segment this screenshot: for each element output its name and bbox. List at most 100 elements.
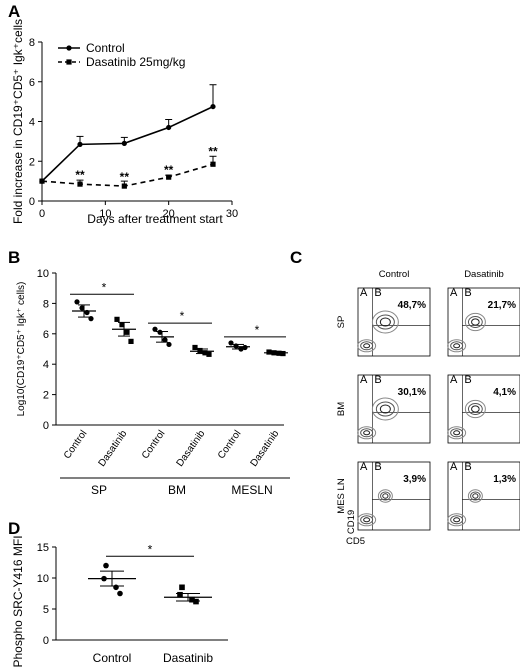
contour-ring bbox=[371, 310, 399, 334]
data-point bbox=[166, 124, 172, 131]
gate-label-a: A bbox=[450, 374, 458, 386]
data-point bbox=[193, 598, 199, 605]
contour-ring bbox=[467, 403, 483, 415]
gate-label-a: A bbox=[450, 461, 458, 473]
population-contour bbox=[447, 513, 467, 527]
population-contour bbox=[377, 489, 393, 503]
flow-percentage: 1,3% bbox=[493, 474, 516, 485]
panel-label-a: A bbox=[8, 2, 20, 21]
data-point bbox=[192, 344, 198, 351]
gate-label-a: A bbox=[360, 287, 368, 299]
population-contour bbox=[447, 426, 467, 440]
x-axis-title: Days after treatment start bbox=[87, 212, 223, 226]
contour-ring bbox=[453, 517, 461, 523]
gate-label-a: A bbox=[360, 461, 368, 473]
contour-ring bbox=[357, 339, 377, 353]
population-contour bbox=[447, 339, 467, 353]
flow-plot-frame bbox=[447, 287, 520, 357]
y-tick-label: 10 bbox=[37, 573, 49, 585]
data-point bbox=[266, 349, 272, 355]
y-tick-label: 6 bbox=[29, 77, 35, 89]
flow-plot: A B 30,1% bbox=[357, 374, 431, 444]
x-tick-label: 30 bbox=[226, 208, 238, 220]
contour-ring bbox=[382, 493, 389, 499]
x-tick-label: 10 bbox=[99, 208, 111, 220]
y-tick-label: 10 bbox=[37, 268, 49, 280]
contour-ring bbox=[377, 489, 393, 503]
flow-row-label: MES LN bbox=[336, 478, 347, 514]
legend-label: Dasatinib 25mg/kg bbox=[86, 55, 185, 69]
population-contour bbox=[357, 339, 377, 353]
contour-ring bbox=[450, 341, 464, 351]
x-tick-label: 20 bbox=[163, 208, 175, 220]
data-point bbox=[152, 326, 158, 332]
legend-marker bbox=[66, 45, 72, 51]
data-point bbox=[210, 103, 216, 110]
significance-mark: * bbox=[148, 542, 153, 556]
contour-ring bbox=[360, 341, 374, 351]
contour-ring bbox=[380, 491, 391, 501]
population-contour bbox=[357, 426, 377, 440]
data-point bbox=[157, 329, 163, 335]
chart-panel-a: 0 10 20 30 0 2 4 6 8 Days after treatment start Fo… bbox=[11, 19, 238, 226]
panel-label-b: B bbox=[8, 248, 20, 267]
gate-label-b: B bbox=[464, 374, 471, 386]
flow-column-header: Dasatinib bbox=[464, 269, 504, 280]
contour-ring bbox=[453, 430, 461, 436]
contour-ring bbox=[471, 318, 480, 326]
chart-panel-d: 0 5 10 15 Phospho SRC-Y416 MFI Control Dasatin… bbox=[11, 535, 228, 668]
data-point bbox=[121, 140, 127, 146]
data-point bbox=[121, 183, 127, 189]
contour-ring bbox=[470, 491, 481, 501]
data-point bbox=[166, 174, 172, 180]
flow-plot: A B 21,7% bbox=[447, 287, 520, 357]
contour-ring bbox=[375, 401, 395, 417]
y-tick-label: 15 bbox=[37, 542, 49, 554]
category-label: Control bbox=[93, 651, 132, 665]
legend-label: Control bbox=[86, 41, 125, 55]
contour-ring bbox=[379, 404, 391, 414]
x-tick-label: 0 bbox=[39, 208, 45, 220]
flow-y-axis-label: CD19 bbox=[346, 510, 357, 534]
flow-row-label: SP bbox=[336, 316, 347, 329]
data-point bbox=[206, 351, 212, 357]
contour-ring bbox=[375, 314, 395, 330]
gate-label-b: B bbox=[464, 461, 471, 473]
y-tick-label: 2 bbox=[29, 156, 35, 168]
category-label: Dasatinib bbox=[163, 651, 213, 665]
y-tick-label: 8 bbox=[29, 37, 35, 49]
category-label: Control bbox=[216, 428, 244, 461]
panel-label-c: C bbox=[290, 248, 302, 267]
contour-ring bbox=[467, 316, 483, 328]
data-point bbox=[119, 322, 125, 328]
contour-ring bbox=[371, 397, 399, 421]
data-point bbox=[103, 562, 109, 569]
data-point bbox=[77, 141, 83, 147]
contour-ring bbox=[447, 513, 467, 527]
y-tick-label: 0 bbox=[29, 196, 35, 208]
y-axis-title: Phospho SRC-Y416 MFI bbox=[11, 535, 25, 667]
contour-ring bbox=[453, 343, 461, 349]
significance-mark: ** bbox=[164, 163, 174, 177]
chart-panel-b: 0 2 4 6 8 10 Log10(CD19⁺CD5⁺ Igk⁺ cells) Contro… bbox=[16, 268, 290, 497]
data-point bbox=[128, 338, 134, 344]
data-point bbox=[124, 329, 130, 335]
contour-ring bbox=[379, 317, 391, 327]
flow-plot: A B 48,7% bbox=[357, 287, 431, 357]
data-point bbox=[114, 316, 120, 322]
y-tick-label: 4 bbox=[29, 117, 35, 129]
contour-ring bbox=[471, 405, 480, 413]
y-axis-title: Fold increase in CD19⁺CD5⁺ Igk⁺cells bbox=[11, 19, 25, 224]
group-label: SP bbox=[91, 483, 107, 497]
data-point bbox=[177, 591, 183, 598]
data-point bbox=[113, 584, 119, 591]
significance-mark: * bbox=[180, 309, 185, 323]
data-point bbox=[162, 337, 168, 343]
data-point bbox=[166, 341, 172, 348]
y-tick-label: 0 bbox=[43, 420, 49, 432]
data-point bbox=[210, 161, 216, 167]
contour-ring bbox=[363, 430, 371, 436]
gate-label-b: B bbox=[374, 374, 381, 386]
